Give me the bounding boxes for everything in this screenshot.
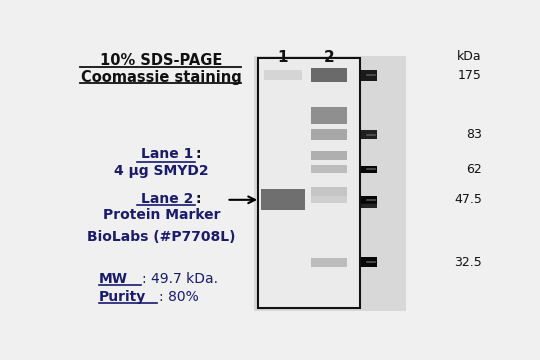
Text: : 49.7 kDa.: : 49.7 kDa. <box>142 272 218 286</box>
Text: MW: MW <box>99 272 128 286</box>
Bar <box>311 196 347 203</box>
Bar <box>361 257 377 267</box>
Text: 1: 1 <box>278 50 288 65</box>
Bar <box>258 58 361 308</box>
Bar <box>311 68 347 82</box>
Text: BioLabs (#P7708L): BioLabs (#P7708L) <box>87 230 236 244</box>
Text: Purity: Purity <box>99 291 146 305</box>
Bar <box>259 59 359 307</box>
Text: 62: 62 <box>466 163 482 176</box>
Bar <box>311 166 347 173</box>
Text: Coomassie staining: Coomassie staining <box>82 69 242 85</box>
Bar <box>264 70 302 80</box>
Bar <box>311 258 347 267</box>
Text: 4 μg SMYD2: 4 μg SMYD2 <box>114 164 209 178</box>
Text: Protein Marker: Protein Marker <box>103 208 220 222</box>
Text: 10% SDS-PAGE: 10% SDS-PAGE <box>100 53 223 68</box>
Bar <box>311 129 347 140</box>
Text: : 80%: : 80% <box>159 291 199 305</box>
Bar <box>361 69 377 81</box>
Bar <box>254 56 407 311</box>
Text: :: : <box>195 147 201 161</box>
Text: Lane 1: Lane 1 <box>141 147 193 161</box>
Bar <box>361 203 377 208</box>
Bar <box>361 166 377 173</box>
Text: Lane 2: Lane 2 <box>141 192 193 206</box>
Text: :: : <box>195 192 201 206</box>
Bar <box>311 107 347 123</box>
Text: 32.5: 32.5 <box>454 256 482 269</box>
Text: 2: 2 <box>323 50 334 65</box>
Text: 83: 83 <box>466 128 482 141</box>
Bar <box>361 196 377 204</box>
Bar <box>361 130 377 139</box>
Bar <box>261 189 305 210</box>
Bar <box>311 150 347 160</box>
Text: 47.5: 47.5 <box>454 193 482 206</box>
Text: kDa: kDa <box>457 50 482 63</box>
Bar <box>311 187 347 195</box>
Text: 175: 175 <box>458 68 482 82</box>
